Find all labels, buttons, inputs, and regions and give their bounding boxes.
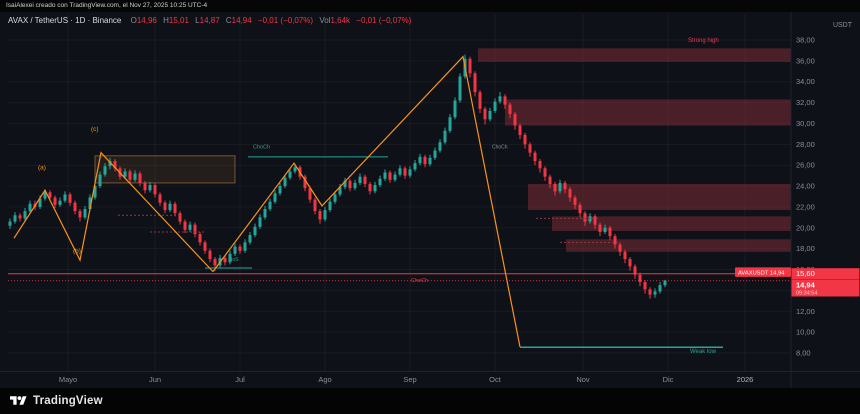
svg-text:36,00: 36,00 [796, 56, 815, 65]
svg-text:Oct: Oct [489, 375, 502, 384]
svg-text:Jun: Jun [149, 375, 161, 384]
change-value: −0,01 (−0,07%) [257, 16, 314, 25]
svg-text:Ago: Ago [318, 375, 331, 384]
svg-text:38,00: 38,00 [796, 36, 815, 45]
svg-text:12,00: 12,00 [796, 307, 815, 316]
svg-text:15,60: 15,60 [796, 269, 815, 278]
tradingview-logo-icon[interactable] [10, 394, 27, 408]
svg-text:ChoCh: ChoCh [253, 145, 270, 151]
svg-text:Weak low: Weak low [690, 349, 717, 355]
svg-text:Strong high: Strong high [688, 38, 719, 44]
candles-layer [8, 54, 667, 299]
high-value: 15,01 [168, 16, 189, 25]
svg-text:Dic: Dic [663, 375, 674, 384]
close-value: 14,94 [231, 16, 252, 25]
svg-text:28,00: 28,00 [796, 140, 815, 149]
svg-text:2026: 2026 [737, 375, 754, 384]
svg-text:34,00: 34,00 [796, 77, 815, 86]
low-value: 14,87 [199, 16, 220, 25]
svg-text:(c): (c) [91, 126, 99, 133]
volume-value: 1,64k [330, 16, 351, 25]
svg-text:18,00: 18,00 [796, 244, 815, 253]
svg-text:(b): (b) [73, 248, 81, 255]
tradingview-brand-text[interactable]: TradingView [33, 395, 103, 407]
svg-text:32,00: 32,00 [796, 98, 815, 107]
supply-zones-layer [478, 48, 791, 252]
volume-change: −0,01 (−0,07%) [356, 16, 412, 25]
svg-text:09:34:54: 09:34:54 [796, 291, 817, 297]
trend-polylines-layer[interactable] [13, 55, 521, 348]
svg-text:ChoCh: ChoCh [411, 278, 428, 284]
close-label: C [225, 16, 232, 25]
svg-text:Mayo: Mayo [59, 375, 77, 384]
svg-text:26,00: 26,00 [796, 161, 815, 170]
svg-text:USDT: USDT [833, 22, 853, 29]
volume-label: Vol [319, 16, 331, 25]
high-label: H [163, 16, 169, 25]
svg-text:ChoCh: ChoCh [492, 145, 508, 151]
svg-text:(a): (a) [38, 164, 46, 171]
svg-text:Nov: Nov [576, 375, 590, 384]
symbol-legend: AVAX / TetherUS · 1D · Binance O14,96 H1… [8, 16, 411, 25]
drawn-lines-layer[interactable] [8, 156, 791, 348]
svg-text:BoS: BoS [229, 257, 239, 263]
attribution-text: IsaiAlexei creado con TradingView.com, e… [6, 2, 208, 9]
time-axis[interactable]: Mayo Jun Jul Ago Sep Oct Nov Dic 2026 [0, 371, 860, 385]
svg-text:AVAXUSDT 14,94: AVAXUSDT 14,94 [738, 270, 785, 276]
svg-text:10,00: 10,00 [796, 328, 815, 337]
svg-text:24,00: 24,00 [796, 182, 815, 191]
attribution-bar: IsaiAlexei creado con TradingView.com, e… [0, 0, 860, 12]
svg-text:22,00: 22,00 [796, 202, 815, 211]
footer-bar: TradingView [0, 388, 860, 414]
open-value: 14,96 [136, 16, 157, 25]
svg-text:Sep: Sep [403, 375, 416, 384]
svg-text:Jul: Jul [235, 375, 245, 384]
svg-text:8,00: 8,00 [796, 349, 811, 358]
symbol-price-tag: AVAXUSDT 14,94 [735, 267, 791, 277]
annotations-layer: (a) (b) (c) ChoCh ChoCh BoS ChoCh Strong high We… [38, 38, 719, 355]
symbol-title[interactable]: AVAX / TetherUS · 1D · Binance [8, 16, 122, 25]
svg-text:30,00: 30,00 [796, 119, 815, 128]
range-box[interactable] [94, 155, 236, 184]
svg-text:20,00: 20,00 [796, 223, 815, 232]
svg-text:14,94: 14,94 [796, 281, 816, 290]
low-label: L [195, 16, 200, 25]
open-label: O [130, 16, 137, 25]
